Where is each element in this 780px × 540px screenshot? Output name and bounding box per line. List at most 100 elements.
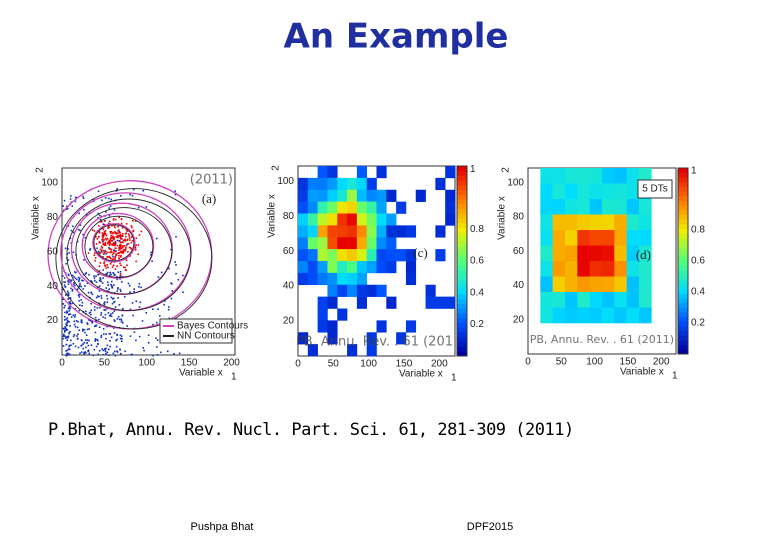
heat-cell bbox=[386, 296, 397, 309]
scatter-dot bbox=[67, 273, 70, 276]
figure-panel: 0.2 0.4 0.6 0.8 1 5 DTs 0 50 100 150 200 20 40 60 80 10… bbox=[497, 166, 706, 382]
scatter-dot bbox=[119, 270, 122, 273]
scatter-dot bbox=[121, 246, 124, 249]
scatter-dot bbox=[118, 254, 120, 257]
scatter-dot bbox=[98, 318, 100, 321]
heat-cell bbox=[626, 261, 640, 277]
heat-cell bbox=[366, 249, 377, 262]
scatter-dot bbox=[69, 279, 71, 281]
heat-cell bbox=[602, 199, 615, 215]
scatter-dot bbox=[96, 295, 99, 297]
scatter-dot bbox=[94, 338, 97, 340]
scatter-dot bbox=[107, 266, 109, 268]
color-bar-step bbox=[678, 200, 688, 206]
scatter-dot bbox=[85, 213, 88, 216]
color-bar-step bbox=[457, 270, 467, 276]
scatter-dot bbox=[68, 345, 70, 348]
scatter-dot bbox=[120, 218, 123, 221]
scatter-dot bbox=[105, 352, 107, 355]
scatter-dot bbox=[83, 259, 85, 261]
scatter-dot bbox=[114, 256, 116, 258]
heat-cell bbox=[552, 214, 566, 231]
scatter-dot bbox=[68, 344, 71, 347]
scatter-dot bbox=[83, 208, 85, 211]
scatter-dot bbox=[114, 268, 117, 270]
scatter-dot bbox=[64, 326, 66, 328]
scatter-dot bbox=[72, 231, 75, 234]
scatter-dot bbox=[116, 236, 118, 239]
color-bar-step bbox=[457, 194, 467, 200]
heat-cell bbox=[552, 261, 566, 277]
scatter-dot bbox=[95, 345, 98, 348]
heat-cell bbox=[386, 249, 397, 262]
scatter-dot bbox=[68, 332, 70, 334]
scatter-dot bbox=[69, 313, 72, 316]
scatter-dot bbox=[85, 334, 88, 337]
scatter-dot bbox=[111, 287, 114, 289]
scatter-dot bbox=[117, 257, 120, 260]
scatter-dot bbox=[143, 349, 145, 352]
scatter-dot bbox=[110, 232, 112, 235]
heat-cell bbox=[614, 292, 627, 308]
scatter-dot bbox=[112, 243, 114, 246]
color-bar-step bbox=[457, 299, 467, 305]
heat-cell bbox=[396, 332, 407, 345]
scatter-dot bbox=[118, 247, 120, 249]
scatter-dot bbox=[167, 308, 170, 311]
scatter-dot bbox=[99, 278, 102, 280]
scatter-dot bbox=[78, 309, 80, 312]
scatter-dot bbox=[182, 274, 184, 277]
scatter-dot bbox=[99, 251, 101, 254]
scatter-dot bbox=[140, 230, 143, 233]
scatter-dot bbox=[156, 354, 159, 356]
scatter-dot bbox=[125, 244, 128, 247]
heat-cell bbox=[602, 245, 615, 262]
y-tick-label: 20 bbox=[47, 315, 59, 326]
scatter-dot bbox=[133, 331, 136, 333]
scatter-dot bbox=[127, 282, 130, 285]
scatter-dot bbox=[122, 241, 124, 244]
scatter-dot bbox=[83, 353, 85, 355]
scatter-dot bbox=[170, 297, 173, 300]
scatter-dot bbox=[122, 235, 124, 237]
scatter-dot bbox=[62, 345, 65, 347]
scatter-dot bbox=[63, 306, 65, 309]
heat-cell bbox=[376, 284, 387, 297]
x-tick-label: 0 bbox=[525, 357, 531, 368]
scatter-dot bbox=[113, 319, 116, 321]
scatter-dot bbox=[98, 265, 101, 267]
scatter-dot bbox=[122, 266, 125, 268]
color-bar-step bbox=[678, 191, 688, 197]
scatter-dot bbox=[99, 279, 101, 282]
heat-cell bbox=[626, 168, 640, 184]
scatter-dot bbox=[103, 239, 105, 241]
scatter-dot bbox=[102, 327, 105, 330]
scatter-dot bbox=[104, 313, 107, 316]
scatter-dot bbox=[100, 336, 102, 339]
heat-cell bbox=[337, 249, 348, 262]
color-bar-step bbox=[457, 280, 467, 286]
color-bar-step bbox=[457, 223, 467, 229]
scatter-dot bbox=[127, 242, 130, 245]
scatter-dot bbox=[73, 271, 76, 273]
heat-cell bbox=[298, 272, 309, 286]
contour bbox=[81, 212, 155, 279]
scatter-dot bbox=[77, 276, 80, 279]
color-bar-step bbox=[457, 284, 467, 290]
scatter-dot bbox=[121, 314, 123, 317]
scatter-dot bbox=[84, 273, 87, 275]
scatter-dot bbox=[74, 277, 77, 280]
scatter-dot bbox=[121, 238, 123, 240]
scatter-dot bbox=[113, 284, 115, 286]
heat-cell bbox=[347, 213, 358, 226]
scatter-dot bbox=[97, 217, 99, 219]
scatter-dot bbox=[78, 285, 80, 288]
heat-cell bbox=[386, 225, 397, 238]
scatter-dot bbox=[113, 249, 116, 251]
heat-cell bbox=[626, 245, 640, 262]
y-tick-label: 40 bbox=[513, 280, 525, 291]
scatter-dot bbox=[119, 274, 122, 277]
heat-cell bbox=[552, 245, 566, 262]
scatter-dot bbox=[94, 257, 97, 259]
scatter-dot bbox=[77, 280, 80, 283]
